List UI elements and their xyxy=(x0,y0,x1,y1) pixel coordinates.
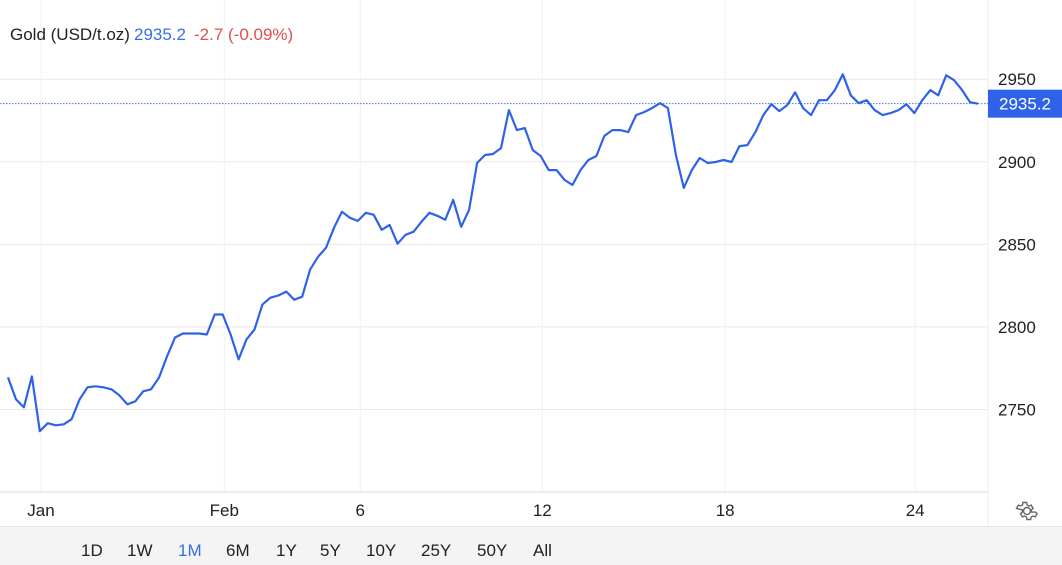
x-tick-label: 24 xyxy=(906,501,925,520)
x-tick-label: Feb xyxy=(210,501,239,520)
last-price-badge xyxy=(988,89,1062,118)
current-price: 2935.2 xyxy=(133,25,186,44)
instrument-name: Gold (USD/t.oz) xyxy=(10,25,130,44)
range-button-all[interactable]: All xyxy=(533,541,552,560)
range-button-5y[interactable]: 5Y xyxy=(320,541,341,560)
y-tick-label: 2900 xyxy=(998,153,1036,172)
range-button-1d[interactable]: 1D xyxy=(81,541,103,560)
range-button-1w[interactable]: 1W xyxy=(127,541,153,560)
range-button-6m[interactable]: 6M xyxy=(226,541,250,560)
y-tick-label: 2800 xyxy=(998,318,1036,337)
x-tick-label: 6 xyxy=(355,501,364,520)
range-button-25y[interactable]: 25Y xyxy=(421,541,452,560)
gear-icon[interactable] xyxy=(1015,499,1039,523)
y-tick-label: 2750 xyxy=(998,400,1036,419)
x-tick-label: 18 xyxy=(716,501,735,520)
y-tick-label: 2950 xyxy=(998,70,1036,89)
x-tick-label: Jan xyxy=(27,501,54,520)
x-tick-label: 12 xyxy=(533,501,552,520)
price-chart[interactable]: 2750 2800 2850 2900 2950 Jan Feb 6 12 18 24 2935.2 xyxy=(0,0,1062,527)
chart-title: Gold (USD/t.oz) 2935.2 -2.7 (-0.09%) xyxy=(10,25,293,45)
price-line xyxy=(6,73,979,433)
range-button-50y[interactable]: 50Y xyxy=(477,541,508,560)
range-button-1m[interactable]: 1M xyxy=(178,541,202,560)
price-change: -2.7 (-0.09%) xyxy=(193,25,294,44)
range-button-1y[interactable]: 1Y xyxy=(276,541,297,560)
range-selector-bar: 1D 1W 1M 6M 1Y 5Y 10Y 25Y 50Y All xyxy=(0,527,1062,565)
last-price-label: 2935.2 xyxy=(999,95,1051,114)
range-button-10y[interactable]: 10Y xyxy=(366,541,397,560)
y-tick-label: 2850 xyxy=(998,235,1036,254)
